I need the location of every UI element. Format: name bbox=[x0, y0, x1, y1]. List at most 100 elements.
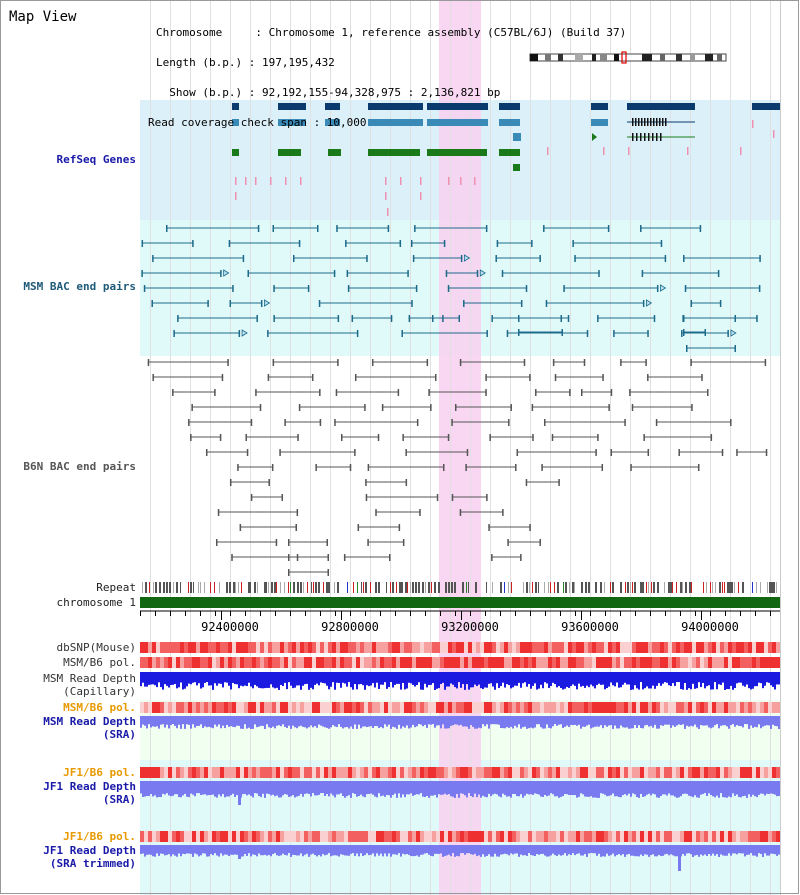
msm-depth-capillary-bar bbox=[418, 672, 420, 683]
msm-depth-capillary-bar bbox=[588, 672, 590, 688]
track-label-msm-b6-pol[interactable]: MSM/B6 pol. bbox=[63, 656, 136, 669]
track-label-repeat[interactable]: Repeat bbox=[96, 581, 136, 594]
msm-depth-sra-bar bbox=[586, 716, 588, 726]
msm-b6-pol-sra-cell bbox=[224, 702, 228, 713]
refseq-exon-tick bbox=[640, 133, 642, 141]
jf1-b6-pol-cell bbox=[532, 767, 536, 778]
jf1-depth-sra-bar bbox=[364, 781, 366, 798]
msm-depth-sra-bar bbox=[660, 716, 662, 726]
msm-depth-capillary-bar bbox=[758, 672, 760, 683]
msm-b6-pol-sra-cell bbox=[688, 702, 692, 713]
msm-b6-pol-sra-cell bbox=[244, 702, 248, 713]
dbsnp-cell bbox=[596, 642, 600, 653]
jf1-b6-pol-trimmed-cell bbox=[388, 831, 392, 842]
repeat-element bbox=[363, 582, 364, 593]
refseq-marker bbox=[448, 177, 450, 185]
jf1-depth-trimmed-bar bbox=[622, 845, 624, 855]
msm-b6-pol-sra-cell bbox=[328, 702, 332, 713]
repeat-element bbox=[238, 582, 239, 593]
dbsnp-cell bbox=[152, 642, 156, 653]
msm-depth-sra-bar bbox=[256, 716, 258, 728]
ruler-tick-label: 92800000 bbox=[321, 620, 379, 634]
msm-depth-capillary-bar bbox=[476, 672, 478, 687]
msm-bac-arrow bbox=[660, 284, 667, 292]
track-label-b6n-bac[interactable]: B6N BAC end pairs bbox=[23, 460, 136, 473]
dbsnp-cell bbox=[412, 642, 416, 653]
jf1-depth-sra-bar bbox=[286, 781, 288, 795]
jf1-depth-trimmed-bar bbox=[510, 845, 512, 854]
msm-b6-pol-cell bbox=[536, 657, 540, 668]
dbsnp-cell bbox=[624, 642, 628, 653]
dbsnp-cell bbox=[700, 642, 704, 653]
jf1-depth-sra-bar bbox=[548, 781, 550, 796]
jf1-depth-trimmed-bar bbox=[200, 845, 202, 856]
dbsnp-cell bbox=[292, 642, 296, 653]
msm-depth-sra-bar bbox=[384, 716, 386, 725]
repeat-element bbox=[588, 582, 590, 593]
track-label-msm-depth-sra[interactable]: MSM Read Depth bbox=[43, 715, 136, 728]
track-label-msm-bac[interactable]: MSM BAC end pairs bbox=[23, 280, 136, 293]
msm-b6-pol-sra-cell bbox=[400, 702, 404, 713]
track-label-jf1-b6-pol[interactable]: JF1/B6 pol. bbox=[63, 766, 136, 779]
jf1-depth-trimmed-bar bbox=[262, 845, 264, 856]
msm-depth-sra-bar bbox=[206, 716, 208, 728]
track-label-msm-depth-capillary[interactable]: MSM Read Depth bbox=[43, 672, 136, 685]
msm-depth-capillary-bar bbox=[388, 672, 390, 688]
msm-depth-capillary-bar bbox=[538, 672, 540, 689]
msm-b6-pol-cell bbox=[264, 657, 268, 668]
jf1-b6-pol-trimmed-cell bbox=[248, 831, 252, 842]
track-label-dbsnp[interactable]: dbSNP(Mouse) bbox=[56, 641, 136, 654]
msm-depth-capillary-bar bbox=[676, 672, 678, 683]
dbsnp-cell bbox=[648, 642, 652, 653]
jf1-b6-pol-cell bbox=[624, 767, 628, 778]
msm-b6-pol-sra-cell bbox=[724, 702, 728, 713]
jf1-b6-pol-trimmed-cell bbox=[312, 831, 316, 842]
msm-depth-capillary-bar bbox=[664, 672, 666, 683]
repeat-element bbox=[600, 582, 602, 593]
jf1-depth-trimmed-bar bbox=[596, 845, 598, 856]
jf1-b6-pol-trimmed-cell bbox=[460, 831, 464, 842]
dbsnp-cell bbox=[524, 642, 528, 653]
msm-b6-pol-cell bbox=[144, 657, 148, 668]
jf1-b6-pol-cell bbox=[600, 767, 604, 778]
msm-b6-pol-sra-cell bbox=[572, 702, 576, 713]
jf1-depth-sra-bar bbox=[150, 781, 152, 795]
msm-b6-pol-cell bbox=[692, 657, 696, 668]
ideogram-band bbox=[705, 54, 713, 61]
dbsnp-cell bbox=[536, 642, 540, 653]
track-label-jf1-depth-trimmed[interactable]: JF1 Read Depth bbox=[43, 844, 136, 857]
jf1-b6-pol-trimmed-cell bbox=[384, 831, 388, 842]
dbsnp-cell bbox=[380, 642, 384, 653]
msm-depth-sra-bar bbox=[560, 716, 562, 725]
msm-depth-capillary-bar bbox=[264, 672, 266, 689]
b6n-bac-pair-end bbox=[697, 464, 700, 471]
msm-b6-pol-sra-cell bbox=[352, 702, 356, 713]
track-label-jf1-b6-pol-trimmed[interactable]: JF1/B6 pol. bbox=[63, 830, 136, 843]
jf1-b6-pol-cell bbox=[612, 767, 616, 778]
track-label-msm-b6-pol-sra[interactable]: MSM/B6 pol. bbox=[63, 701, 136, 714]
track-label-refseq[interactable]: RefSeq Genes bbox=[56, 153, 136, 166]
jf1-depth-sra-bar bbox=[448, 781, 450, 795]
msm-depth-capillary-bar bbox=[188, 672, 190, 684]
jf1-b6-pol-cell bbox=[480, 767, 484, 778]
jf1-b6-pol-trimmed-cell bbox=[748, 831, 752, 842]
track-label-jf1-depth-sra[interactable]: JF1 Read Depth bbox=[43, 780, 136, 793]
msm-b6-pol-sra-cell bbox=[628, 702, 632, 713]
msm-depth-capillary-bar bbox=[598, 672, 600, 684]
jf1-depth-trimmed-bar bbox=[676, 845, 678, 857]
msm-b6-pol-cell bbox=[364, 657, 368, 668]
msm-depth-sra-bar bbox=[480, 716, 482, 729]
repeat-element bbox=[620, 582, 622, 593]
jf1-b6-pol-cell bbox=[604, 767, 608, 778]
msm-depth-sra-bar bbox=[624, 716, 626, 728]
jf1-b6-pol-trimmed-cell bbox=[760, 831, 764, 842]
jf1-depth-trimmed-bar bbox=[584, 845, 586, 855]
jf1-b6-pol-trimmed-cell bbox=[756, 831, 760, 842]
dbsnp-cell bbox=[720, 642, 724, 653]
msm-depth-capillary-bar bbox=[542, 672, 544, 689]
msm-b6-pol-sra-cell bbox=[344, 702, 348, 713]
refseq-transcript-exon bbox=[427, 119, 488, 126]
repeat-element bbox=[642, 582, 644, 593]
jf1-b6-pol-trimmed-cell bbox=[284, 831, 288, 842]
